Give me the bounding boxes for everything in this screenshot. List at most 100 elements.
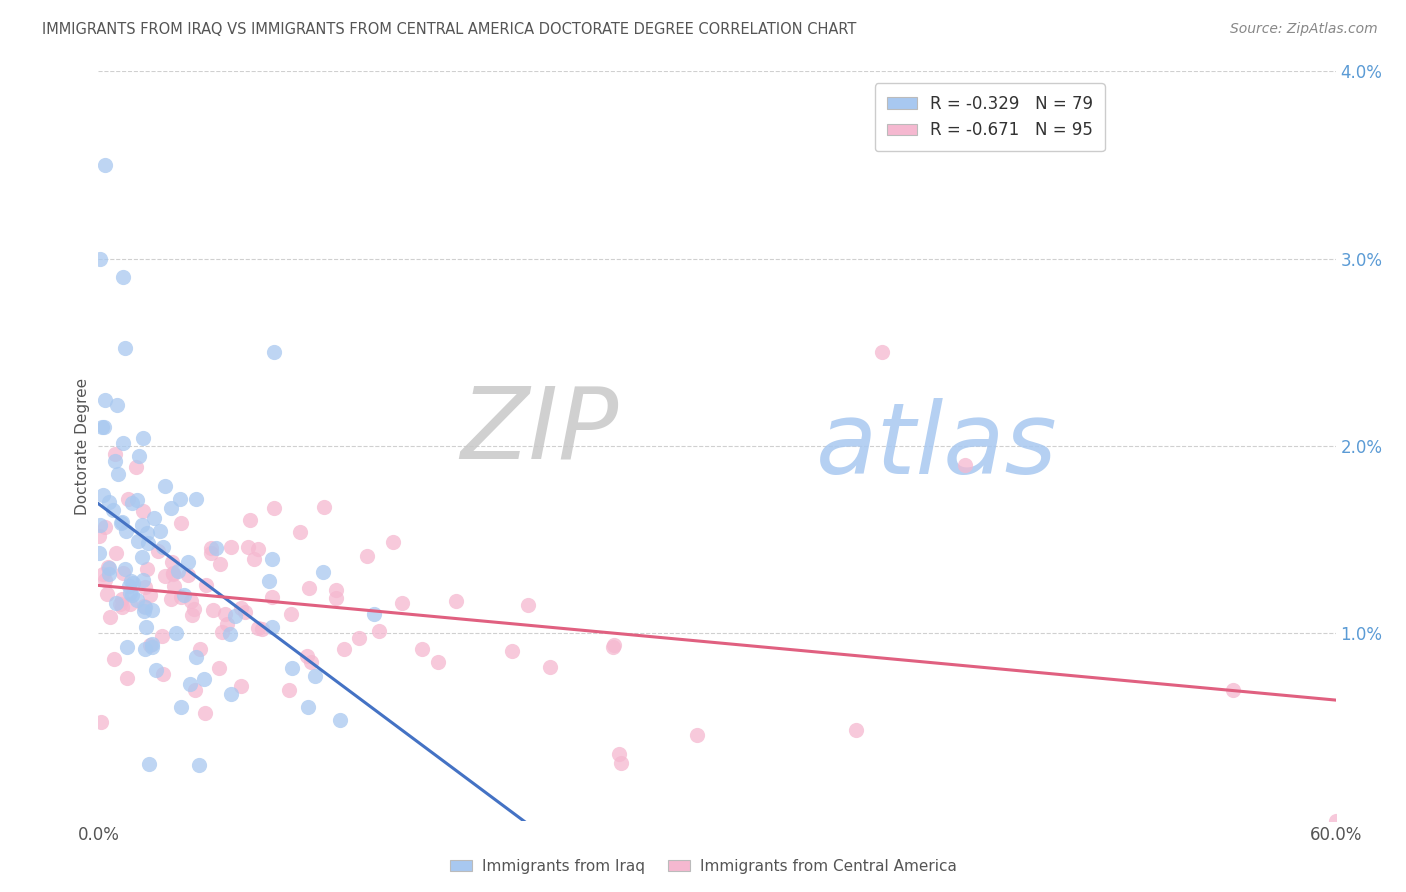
Text: atlas: atlas [815, 398, 1057, 494]
Point [280, 661, 302, 675]
Legend: R = -0.329   N = 79, R = -0.671   N = 95: R = -0.329 N = 79, R = -0.671 N = 95 [875, 84, 1105, 151]
Point [153, 479, 176, 493]
Point [209, 557, 232, 571]
Point [125, 493, 148, 508]
Point [219, 541, 242, 555]
Point [260, 551, 283, 566]
Point [111, 592, 134, 607]
Point [139, 588, 162, 602]
Point [953, 458, 976, 472]
Point [118, 585, 141, 599]
Point [111, 599, 134, 614]
Point [246, 621, 269, 635]
Point [111, 515, 134, 529]
Point [114, 524, 136, 539]
Point [246, 542, 269, 557]
Point [200, 546, 222, 560]
Point [179, 676, 201, 690]
Point [117, 492, 139, 507]
Point [298, 581, 321, 595]
Point [1324, 814, 1347, 828]
Point [141, 637, 163, 651]
Point [235, 605, 257, 619]
Point [173, 588, 195, 602]
Point [153, 569, 176, 583]
Point [193, 672, 215, 686]
Point [167, 564, 190, 578]
Point [136, 562, 159, 576]
Point [160, 555, 183, 569]
Point [152, 540, 174, 554]
Point [194, 706, 217, 721]
Point [349, 631, 371, 645]
Point [149, 524, 172, 539]
Point [297, 699, 319, 714]
Point [607, 747, 630, 762]
Point [131, 549, 153, 564]
Point [208, 661, 231, 675]
Point [125, 459, 148, 474]
Point [100, 610, 122, 624]
Text: IMMIGRANTS FROM IRAQ VS IMMIGRANTS FROM CENTRAL AMERICA DOCTORATE DEGREE CORRELA: IMMIGRANTS FROM IRAQ VS IMMIGRANTS FROM … [42, 22, 856, 37]
Text: Source: ZipAtlas.com: Source: ZipAtlas.com [1230, 22, 1378, 37]
Point [288, 524, 311, 539]
Point [280, 607, 302, 621]
Point [186, 492, 208, 507]
Point [110, 516, 132, 531]
Point [312, 566, 335, 580]
Point [260, 590, 283, 604]
Point [1222, 682, 1244, 697]
Point [685, 729, 707, 743]
Point [332, 641, 354, 656]
Point [183, 682, 205, 697]
Point [87, 529, 110, 543]
Point [104, 447, 127, 461]
Point [160, 500, 183, 515]
Point [94, 574, 117, 588]
Point [93, 158, 115, 172]
Point [96, 587, 118, 601]
Point [97, 561, 120, 575]
Point [231, 679, 253, 693]
Point [134, 599, 156, 614]
Point [122, 576, 145, 591]
Point [200, 541, 222, 556]
Point [101, 502, 124, 516]
Point [538, 660, 561, 674]
Point [159, 592, 181, 607]
Point [107, 467, 129, 481]
Point [134, 580, 156, 594]
Point [111, 566, 134, 581]
Point [141, 603, 163, 617]
Point [217, 616, 239, 631]
Point [180, 594, 202, 608]
Text: ZIP: ZIP [460, 383, 619, 480]
Point [152, 666, 174, 681]
Point [112, 270, 135, 285]
Point [446, 594, 468, 608]
Point [93, 488, 115, 502]
Point [845, 723, 868, 737]
Point [190, 642, 212, 657]
Point [115, 640, 138, 655]
Point [134, 642, 156, 657]
Point [132, 431, 155, 445]
Point [132, 503, 155, 517]
Point [87, 546, 110, 560]
Point [97, 559, 120, 574]
Point [163, 579, 186, 593]
Point [329, 713, 352, 727]
Point [128, 449, 150, 463]
Point [93, 520, 115, 534]
Point [121, 496, 143, 510]
Point [138, 536, 160, 550]
Point [259, 574, 281, 589]
Point [176, 567, 198, 582]
Legend: Immigrants from Iraq, Immigrants from Central America: Immigrants from Iraq, Immigrants from Ce… [443, 853, 963, 880]
Point [224, 609, 246, 624]
Point [150, 629, 173, 643]
Point [250, 622, 273, 636]
Point [132, 603, 155, 617]
Point [170, 591, 193, 605]
Point [218, 627, 240, 641]
